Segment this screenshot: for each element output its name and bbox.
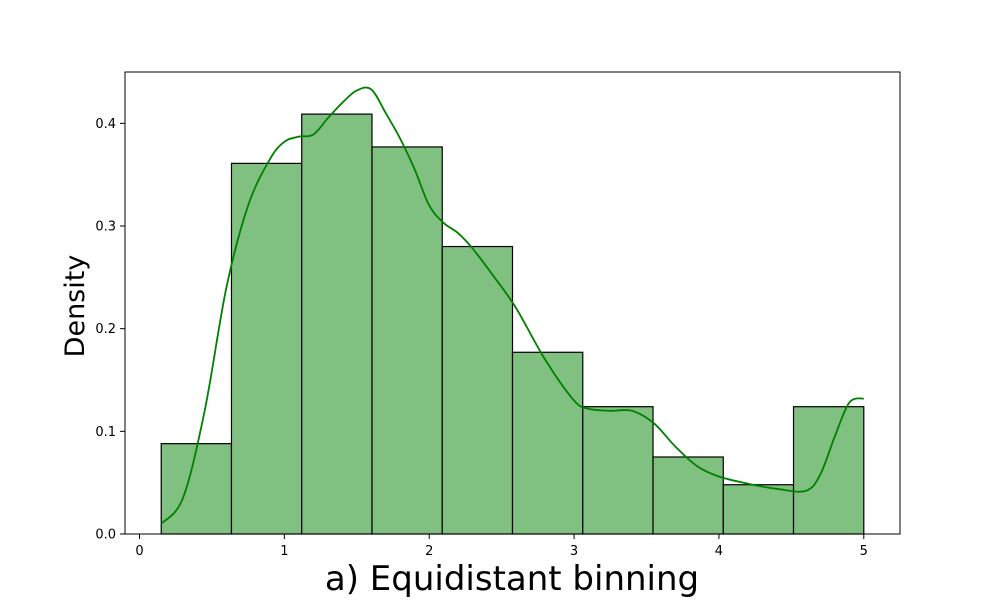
y-tick-label: 0.1 xyxy=(95,425,116,440)
histogram-bar xyxy=(511,351,584,535)
x-tick-label: 1 xyxy=(280,544,288,559)
y-tick-label: 0.4 xyxy=(95,117,116,132)
x-tick-label: 3 xyxy=(570,544,578,559)
y-tick-label: 0.0 xyxy=(95,528,116,543)
x-axis-title: a) Equidistant binning xyxy=(325,559,699,599)
histogram-bar xyxy=(301,113,373,535)
y-tick-label: 0.2 xyxy=(95,322,116,337)
kde-curve xyxy=(160,86,865,525)
x-tick-label: 2 xyxy=(425,544,433,559)
histogram-bar xyxy=(792,406,865,535)
histogram-bar xyxy=(160,443,233,535)
y-tick-label: 0.3 xyxy=(95,220,116,235)
histogram-bar xyxy=(652,456,724,535)
x-axis-ticks: 0 1 2 3 4 5 xyxy=(135,534,868,559)
y-axis-title: Density xyxy=(60,255,91,358)
histogram-bar xyxy=(582,406,654,535)
histogram-bar xyxy=(441,245,514,535)
y-axis-ticks: 0.0 0.1 0.2 0.3 0.4 xyxy=(95,117,125,543)
histogram-bars xyxy=(160,113,865,535)
x-tick-label: 4 xyxy=(715,544,723,559)
histogram-bar xyxy=(371,146,443,535)
histogram-bar xyxy=(722,484,795,535)
x-tick-label: 0 xyxy=(135,544,143,559)
plot-frame xyxy=(124,71,901,535)
histogram-bar xyxy=(230,162,303,535)
x-tick-label: 5 xyxy=(860,544,868,559)
